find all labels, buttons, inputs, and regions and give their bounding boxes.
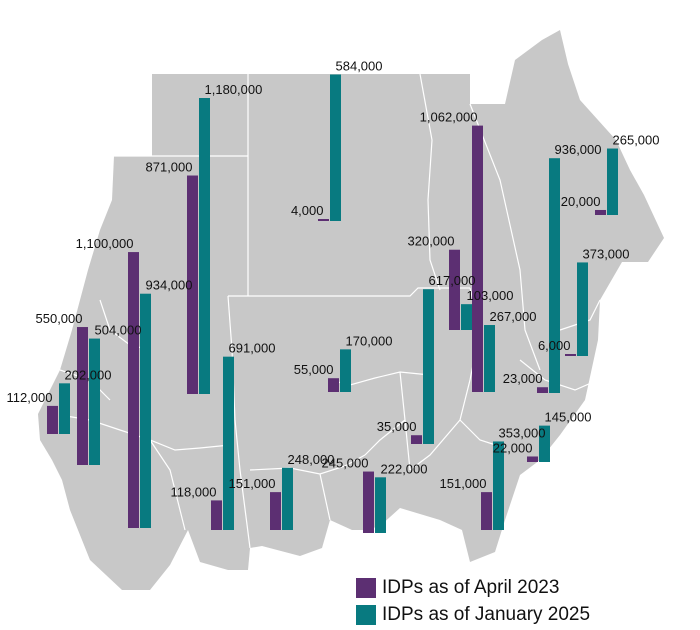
bar-january-16 — [607, 148, 618, 215]
bar-january-0 — [59, 383, 70, 434]
label-april-12: 151,000 — [440, 476, 487, 491]
bar-january-1 — [89, 338, 100, 465]
legend-label-january: IDPs as of January 2025 — [382, 603, 591, 625]
bar-january-6 — [330, 74, 341, 221]
bar-january-4 — [223, 356, 234, 530]
label-april-6: 4,000 — [291, 203, 324, 218]
label-april-16: 20,000 — [561, 194, 601, 209]
bar-april-13 — [537, 387, 548, 393]
label-april-5: 151,000 — [229, 476, 276, 491]
bar-april-7 — [328, 378, 339, 392]
bar-april-6 — [318, 219, 329, 221]
bar-january-7 — [340, 349, 351, 392]
label-january-9: 617,000 — [429, 273, 476, 288]
bars-layer — [47, 74, 618, 533]
label-april-0: 112,000 — [6, 390, 52, 405]
bar-january-10 — [461, 304, 472, 330]
legend-swatch-april — [356, 577, 376, 598]
bar-april-1 — [77, 327, 88, 465]
bar-january-9 — [423, 289, 434, 444]
country-shape — [38, 30, 664, 590]
label-april-13: 23,000 — [503, 371, 543, 386]
label-april-11: 1,062,000 — [420, 110, 478, 125]
bar-april-2 — [128, 252, 139, 528]
label-april-10: 320,000 — [408, 234, 455, 249]
bar-april-3 — [187, 175, 198, 394]
label-january-16: 265,000 — [613, 133, 660, 148]
legend-swatch-january — [356, 604, 376, 625]
label-january-5: 248,000 — [288, 452, 335, 467]
bar-january-14 — [539, 425, 550, 462]
bar-april-5 — [270, 492, 281, 530]
bar-april-11 — [472, 125, 483, 392]
label-january-8: 222,000 — [381, 461, 428, 476]
label-january-6: 584,000 — [336, 59, 383, 74]
bar-january-15 — [577, 262, 588, 356]
bar-april-9 — [411, 435, 422, 444]
bar-january-5 — [282, 467, 293, 530]
label-april-14: 22,000 — [493, 440, 533, 455]
bar-april-12 — [481, 492, 492, 530]
label-january-4: 691,000 — [229, 341, 276, 356]
label-april-8: 245,000 — [322, 456, 369, 471]
legend-item-april: IDPs as of April 2023 — [356, 574, 590, 601]
label-april-1: 550,000 — [36, 311, 83, 326]
label-january-2: 934,000 — [146, 278, 193, 293]
bar-april-15 — [565, 354, 576, 356]
label-january-0: 202,000 — [65, 367, 112, 382]
label-january-12: 353,000 — [499, 425, 546, 440]
legend-label-april: IDPs as of April 2023 — [382, 576, 560, 598]
label-april-2: 1,100,000 — [76, 236, 134, 251]
bar-april-4 — [211, 500, 222, 530]
label-january-7: 170,000 — [346, 333, 393, 348]
legend: IDPs as of April 2023 IDPs as of January… — [356, 574, 590, 628]
label-january-14: 145,000 — [545, 410, 592, 425]
bar-april-14 — [527, 456, 538, 462]
bar-april-0 — [47, 405, 58, 434]
label-january-13: 936,000 — [555, 142, 602, 157]
label-april-9: 35,000 — [377, 419, 417, 434]
label-april-7: 55,000 — [294, 362, 334, 377]
labels-layer: 112,000 202,000 550,000 504,000 1,100,000 934… — [6, 59, 659, 500]
label-april-4: 118,000 — [170, 484, 216, 499]
bar-january-12 — [493, 441, 504, 530]
label-january-11: 267,000 — [490, 309, 537, 324]
bar-january-2 — [140, 293, 151, 528]
label-april-15: 6,000 — [538, 338, 571, 353]
label-january-10: 103,000 — [467, 288, 514, 303]
bar-january-3 — [199, 98, 210, 394]
label-january-3: 1,180,000 — [205, 82, 263, 97]
bar-january-8 — [375, 477, 386, 533]
bar-april-10 — [449, 249, 460, 330]
legend-item-january: IDPs as of January 2025 — [356, 601, 590, 628]
bar-april-8 — [363, 471, 374, 533]
label-january-1: 504,000 — [95, 323, 142, 338]
bar-january-13 — [549, 158, 560, 393]
bar-april-16 — [595, 209, 606, 215]
label-april-3: 871,000 — [146, 160, 193, 175]
label-january-15: 373,000 — [583, 246, 630, 261]
bar-january-11 — [484, 325, 495, 392]
